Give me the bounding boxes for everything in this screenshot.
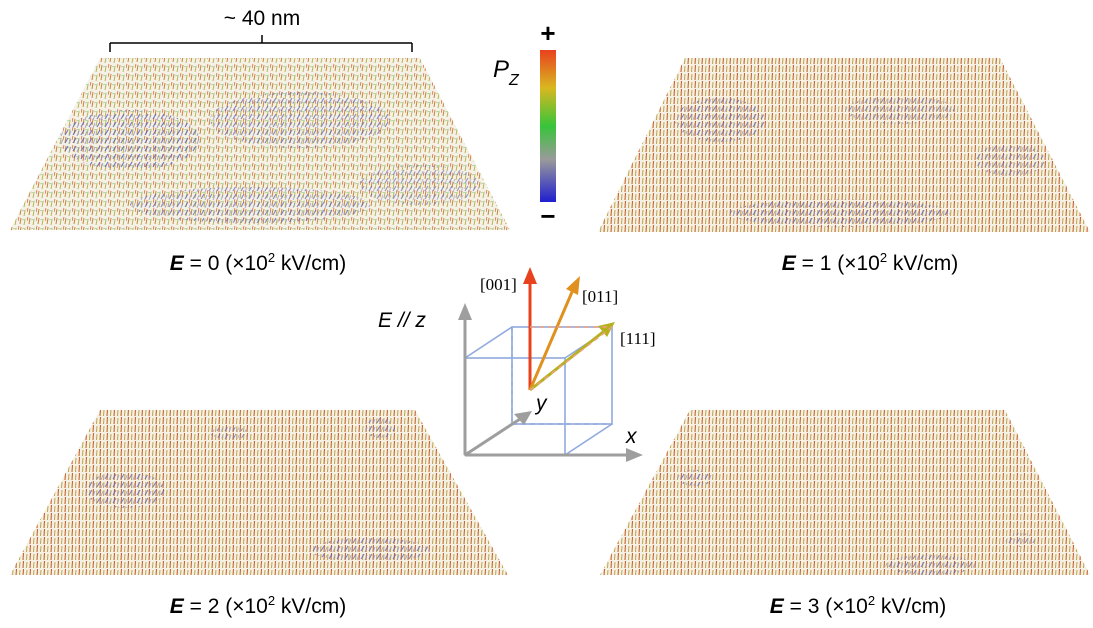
axis-label-vertical: E // z bbox=[378, 309, 426, 332]
caption-unit: kV/cm) bbox=[887, 252, 958, 275]
caption-value: = 1 (×10 bbox=[796, 252, 880, 275]
scale-bar-label: ~ 40 nm bbox=[224, 7, 300, 30]
direction-arrows bbox=[523, 267, 615, 390]
axis-label-y: y bbox=[534, 392, 548, 415]
caption-symbol: E bbox=[170, 252, 184, 275]
axis-label-x: x bbox=[625, 425, 638, 448]
caption-unit: kV/cm) bbox=[275, 595, 346, 618]
caption-unit: kV/cm) bbox=[275, 252, 346, 275]
caption-unit: kV/cm) bbox=[875, 595, 946, 618]
colorbar-title: PZ bbox=[493, 56, 520, 89]
caption-symbol: E bbox=[782, 252, 796, 275]
panel-caption: E = 2 (×102 kV/cm) bbox=[170, 593, 346, 619]
direction-label: [001] bbox=[480, 275, 517, 294]
caption-value: = 2 (×10 bbox=[184, 595, 268, 618]
panel-caption: E = 3 (×102 kV/cm) bbox=[770, 593, 946, 619]
colorbar-max: + bbox=[540, 18, 555, 48]
panel-1 bbox=[598, 58, 1090, 232]
panel-0 bbox=[10, 58, 510, 230]
panel-3 bbox=[600, 410, 1090, 575]
panel-caption: E = 1 (×102 kV/cm) bbox=[782, 250, 958, 276]
direction-label: [011] bbox=[582, 287, 618, 306]
figure-graphics: ~ 40 nm + − PZ E // z x y [001] [011] [1… bbox=[0, 0, 1093, 628]
panel-caption: E = 0 (×102 kV/cm) bbox=[170, 250, 346, 276]
colorbar-title-main: P bbox=[493, 56, 509, 83]
caption-symbol: E bbox=[770, 595, 784, 618]
scale-bar bbox=[110, 35, 412, 52]
caption-value: = 3 (×10 bbox=[784, 595, 868, 618]
crystal-cube-hidden bbox=[512, 327, 612, 424]
panel-2 bbox=[10, 410, 508, 575]
colorbar-min: − bbox=[540, 201, 555, 231]
caption-symbol: E bbox=[170, 595, 184, 618]
colorbar-title-sub: Z bbox=[508, 72, 520, 89]
figure: ~ 40 nm + − PZ E // z x y [001] [011] [1… bbox=[0, 0, 1093, 628]
crystal-cube bbox=[465, 327, 612, 455]
direction-label: [111] bbox=[620, 329, 656, 348]
colorbar bbox=[540, 50, 556, 202]
caption-value: = 0 (×10 bbox=[184, 252, 268, 275]
